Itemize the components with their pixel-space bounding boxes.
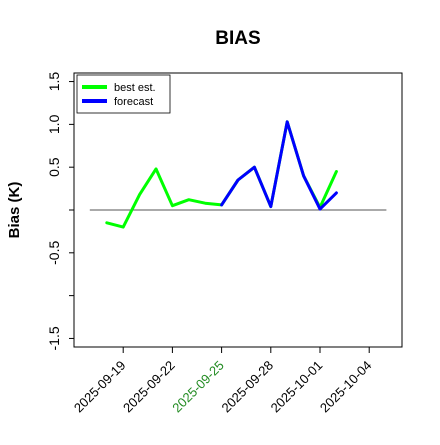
legend: best est. forecast	[76, 74, 171, 114]
y-tick-label: -0.5	[46, 241, 62, 265]
legend-label-forecast: forecast	[114, 96, 153, 108]
series-line-forecast	[220, 120, 338, 211]
y-tick-label: 1.0	[46, 114, 62, 134]
y-tick-label: 0.5	[46, 157, 62, 177]
x-tick-label: 2025-09-19	[71, 358, 129, 416]
legend-label-best-est: best est.	[114, 82, 156, 94]
y-tick-label: -1.5	[46, 326, 62, 350]
chart-title: BIAS	[215, 28, 260, 49]
legend-box	[76, 74, 171, 114]
x-axis: 2025-09-192025-09-222025-09-252025-09-28…	[71, 347, 375, 415]
y-axis-label: Bias (K)	[6, 182, 23, 239]
x-tick-label: 2025-09-28	[218, 358, 276, 416]
x-tick-label: 2025-10-01	[268, 358, 326, 416]
x-tick-label: 2025-10-04	[317, 358, 375, 416]
x-tick-label: 2025-09-25	[169, 358, 227, 416]
y-axis: -1.5 -0.5 0.5 1.0 1.5	[46, 72, 74, 351]
x-tick-label: 2025-09-22	[120, 358, 178, 416]
y-tick-label: 1.5	[46, 72, 62, 92]
series-layer	[105, 120, 338, 229]
